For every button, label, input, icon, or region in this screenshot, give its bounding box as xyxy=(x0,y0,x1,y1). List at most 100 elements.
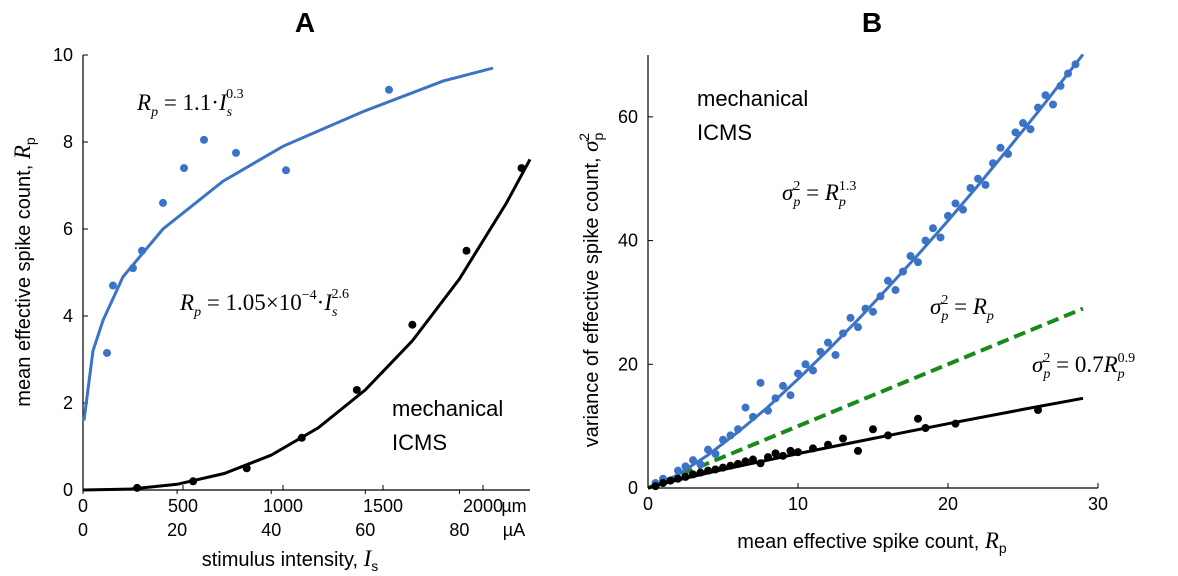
eq-part: I xyxy=(323,290,333,315)
label-part: σ xyxy=(578,139,603,152)
eq-part: 2 xyxy=(793,179,800,194)
eq-part: R xyxy=(179,290,194,315)
legend-entry: ICMS xyxy=(697,120,752,145)
eq-part: σ xyxy=(1032,352,1045,377)
eq-part: = 0.7 xyxy=(1050,352,1103,377)
legend-entry: mechanical xyxy=(697,86,808,111)
x-axis-label: mean effective spike count, Rp xyxy=(737,528,1007,556)
eq-part: R xyxy=(1103,352,1118,377)
y-tick-label: 60 xyxy=(618,107,638,127)
label-part: mean effective spike count, xyxy=(737,531,985,553)
fit-curve xyxy=(647,53,1085,490)
data-point xyxy=(741,403,750,412)
equation: σp2 = 0.7Rp0.9 xyxy=(1032,351,1135,382)
data-point xyxy=(1019,119,1027,128)
data-point xyxy=(180,164,188,173)
y-tick-label: 20 xyxy=(618,354,638,374)
data-point xyxy=(408,320,417,329)
eq-part: 0.9 xyxy=(1118,351,1136,366)
data-point xyxy=(385,85,393,94)
eq-part: p xyxy=(150,105,158,120)
fit-curve xyxy=(82,66,494,421)
label-part: stimulus intensity, xyxy=(202,549,364,571)
data-point xyxy=(996,143,1005,152)
eq-part: p xyxy=(193,305,201,320)
data-point xyxy=(103,348,111,357)
data-point xyxy=(801,360,810,369)
data-point xyxy=(1049,100,1057,109)
data-point xyxy=(929,224,937,233)
data-point xyxy=(1011,128,1020,137)
data-point xyxy=(1041,91,1050,100)
eq-part: R xyxy=(824,180,839,205)
fit-curve xyxy=(82,158,532,492)
eq-part: p xyxy=(940,309,948,324)
data-point xyxy=(854,446,862,455)
label-part: mean effective spike count, xyxy=(13,159,35,407)
data-point xyxy=(200,135,208,144)
eq-part: = 1.05×10 xyxy=(201,290,302,315)
data-point xyxy=(786,446,795,455)
data-point xyxy=(786,391,795,400)
data-point xyxy=(756,378,765,387)
eq-part: σ xyxy=(782,180,795,205)
x2-tick-label: 20 xyxy=(167,520,187,540)
y-tick-label: 0 xyxy=(628,478,638,498)
x-tick-label: 1000 xyxy=(263,496,303,516)
data-point xyxy=(771,449,780,458)
eq-part: p xyxy=(1117,367,1125,382)
y-tick-label: 8 xyxy=(63,132,73,152)
x-tick-label: 10 xyxy=(788,494,808,514)
y-tick-label: 10 xyxy=(53,45,73,65)
y-tick-label: 0 xyxy=(63,480,73,500)
data-point xyxy=(914,414,922,423)
x-tick-label: 20 xyxy=(938,494,958,514)
eq-part: p xyxy=(838,195,846,210)
data-point xyxy=(914,258,922,267)
label-part: R xyxy=(984,528,999,553)
data-point xyxy=(232,148,240,157)
data-point xyxy=(846,313,855,322)
y-tick-label: 2 xyxy=(63,393,73,413)
chart-title: A xyxy=(295,7,315,38)
x2-tick-label: 0 xyxy=(78,520,88,540)
data-point xyxy=(891,286,900,295)
data-point xyxy=(824,338,832,347)
reference-line xyxy=(647,306,1084,490)
x2-unit: µA xyxy=(503,520,525,540)
equation: Rp = 1.05×10−4·Is 2.6 xyxy=(179,287,349,320)
y-tick-label: 6 xyxy=(63,219,73,239)
data-point xyxy=(854,323,862,332)
data-point xyxy=(831,351,840,360)
y-axis-label: mean effective spike count, Rp xyxy=(10,137,38,407)
data-point xyxy=(462,246,471,255)
eq-part: = 1.1· xyxy=(158,90,219,115)
eq-part: R xyxy=(972,294,987,319)
data-point xyxy=(906,252,915,261)
eq-part: 0.3 xyxy=(226,87,244,102)
label-part: R xyxy=(10,145,35,160)
data-point xyxy=(1026,125,1035,134)
eq-part: 2.6 xyxy=(331,287,349,302)
eq-part: s xyxy=(227,105,233,120)
data-point xyxy=(936,233,945,242)
eq-part: p xyxy=(1042,367,1050,382)
eq-part: s xyxy=(332,305,338,320)
eq-part: 1.3 xyxy=(839,179,857,194)
label-part: p xyxy=(999,540,1007,556)
legend-entry: mechanical xyxy=(392,396,503,421)
data-point xyxy=(779,381,787,390)
equation: σp2 = Rp1.3 xyxy=(782,179,856,210)
data-point xyxy=(282,166,290,175)
eq-part: σ xyxy=(930,294,943,319)
label-part: p xyxy=(590,133,606,141)
eq-part: −4 xyxy=(302,288,317,303)
eq-part: 2 xyxy=(1043,351,1050,366)
x-tick-label: 30 xyxy=(1088,494,1108,514)
data-point xyxy=(884,276,892,285)
x2-tick-label: 80 xyxy=(449,520,469,540)
label-part: I xyxy=(363,546,373,571)
legend-entry: ICMS xyxy=(392,430,447,455)
x-tick-label: 500 xyxy=(168,496,198,516)
